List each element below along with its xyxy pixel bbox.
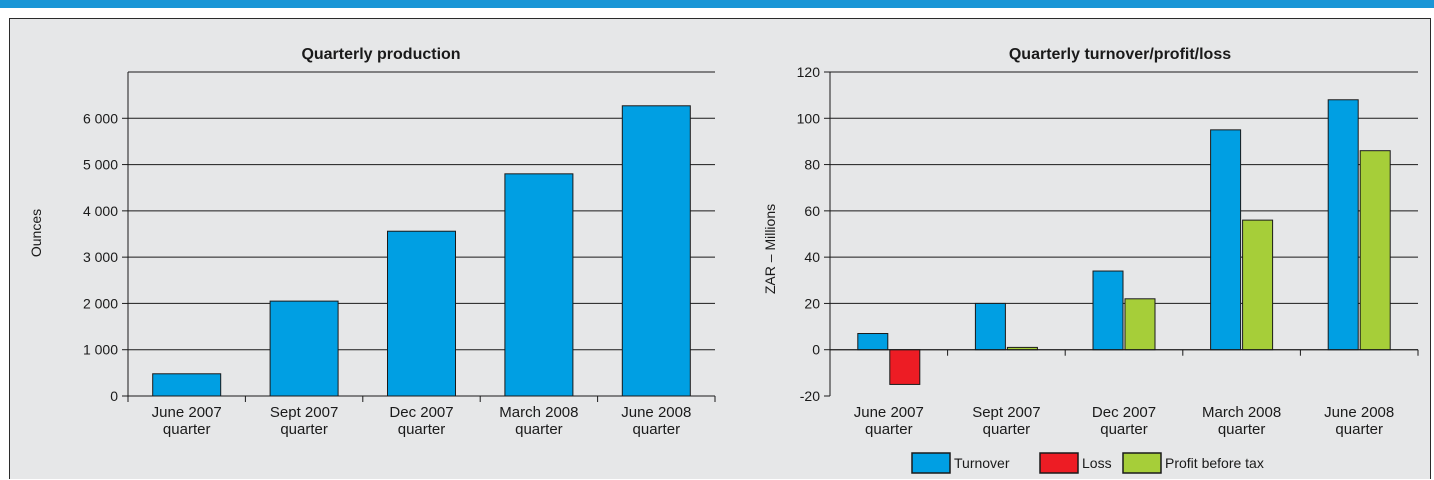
- bar-profit: [1242, 219, 1274, 351]
- y-tick-label: 120: [797, 64, 821, 80]
- chart-title: Quarterly turnover/profit/loss: [1009, 46, 1231, 63]
- production-chart: Quarterly production Ounces 0 1 000 2 000 3…: [28, 46, 716, 438]
- bar-profit: [1359, 150, 1391, 351]
- y-tick-label: 60: [804, 203, 820, 219]
- legend-profit-label: Profit before tax: [1165, 455, 1264, 471]
- x-tick-label: June 2008 quarter: [621, 404, 691, 438]
- x-tick-label: June 2007 quarter: [152, 404, 222, 438]
- chart-title: Quarterly production: [301, 46, 460, 63]
- x-tick-label: June 2008 quarter: [1324, 404, 1394, 438]
- legend-loss-swatch: [1039, 452, 1079, 474]
- y-tick-label: 80: [804, 157, 820, 173]
- bar-turnover: [857, 333, 889, 351]
- y-tick-label: 1 000: [83, 342, 118, 358]
- x-tick-label: March 2008 quarter: [1202, 404, 1281, 438]
- bar-turnover: [1210, 129, 1242, 351]
- bar-turnover: [1327, 99, 1359, 351]
- x-tick-label: June 2007 quarter: [854, 404, 924, 438]
- y-axis-title: Ounces: [28, 209, 44, 257]
- charts-panel: Quarterly production Ounces 0 1 000 2 000 3…: [9, 18, 1431, 479]
- x-tick-label: Sept 2007 quarter: [972, 404, 1040, 438]
- y-tick-label: 100: [797, 110, 821, 126]
- y-tick-label: 5 000: [83, 157, 118, 173]
- x-tick-label: March 2008 quarter: [499, 404, 578, 438]
- bar-profit: [1124, 298, 1156, 351]
- y-tick-label: 0: [812, 342, 820, 358]
- turnover-profit-loss-chart: Quarterly turnover/profit/loss ZAR – Mil…: [762, 46, 1419, 474]
- legend-turnover-label: Turnover: [954, 455, 1010, 471]
- y-tick-label: 40: [804, 249, 820, 265]
- y-tick-label: 3 000: [83, 249, 118, 265]
- y-axis-title: ZAR – Millions: [762, 204, 778, 294]
- x-tick-label: Dec 2007 quarter: [1092, 404, 1156, 438]
- header-accent-bar: [0, 0, 1434, 8]
- y-tick-label: 2 000: [83, 295, 118, 311]
- legend: Turnover Loss Profit before tax: [911, 452, 1264, 474]
- bar-loss: [889, 349, 921, 385]
- y-tick-label: 6 000: [83, 110, 118, 126]
- legend-turnover-swatch: [911, 452, 951, 474]
- y-tick-label: 0: [110, 388, 118, 404]
- y-tick-label: 20: [804, 295, 820, 311]
- legend-profit-swatch: [1122, 452, 1162, 474]
- y-tick-label: -20: [800, 388, 820, 404]
- x-tick-label: Dec 2007 quarter: [389, 404, 453, 438]
- x-tick-label: Sept 2007 quarter: [270, 404, 338, 438]
- bar-turnover: [1092, 270, 1124, 351]
- bar-turnover: [974, 302, 1006, 351]
- legend-loss-label: Loss: [1082, 455, 1112, 471]
- y-tick-label: 4 000: [83, 203, 118, 219]
